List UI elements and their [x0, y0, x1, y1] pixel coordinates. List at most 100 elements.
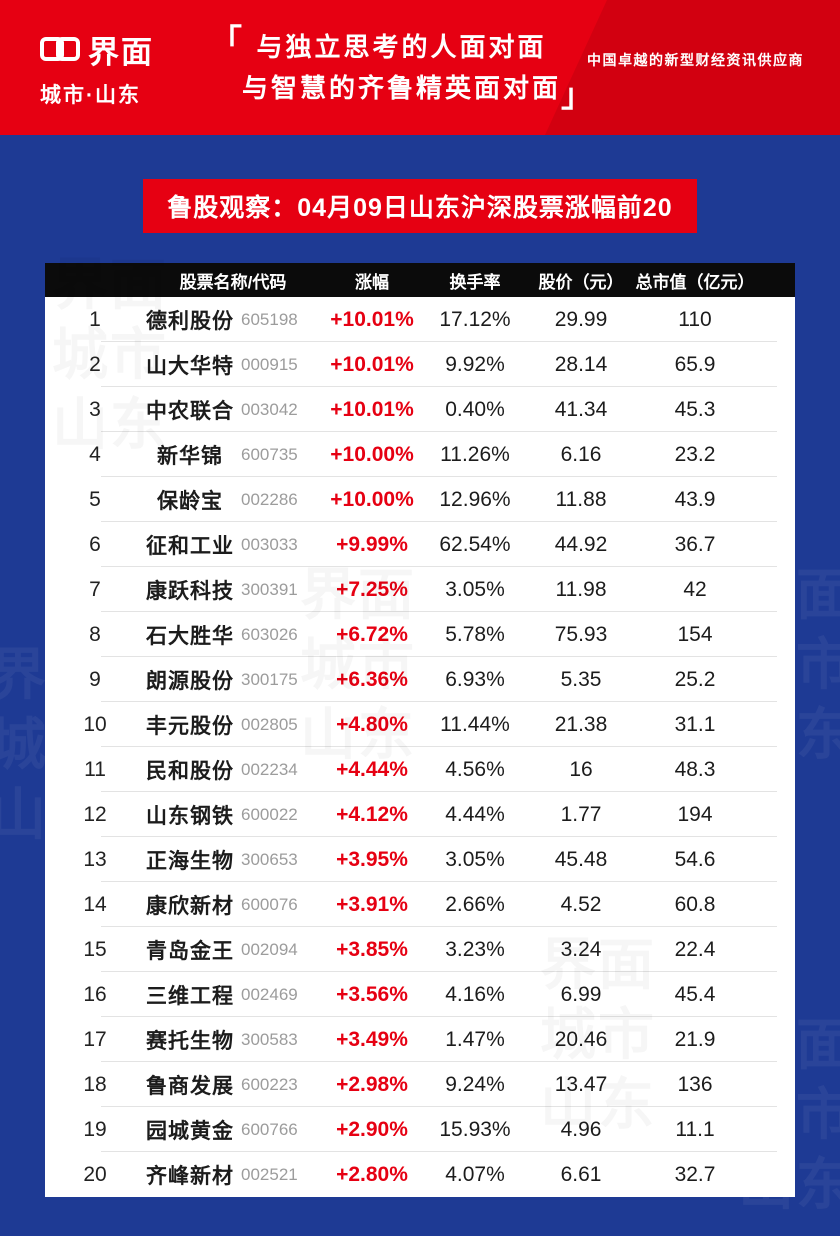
- header-market-cap: 总市值（亿元）: [635, 272, 755, 292]
- stock-code-cell: 000915: [241, 354, 298, 374]
- turnover-cell: 3.05%: [445, 577, 505, 601]
- change-cell: +10.01%: [330, 397, 414, 421]
- table-row: 9 朗源股份 300175 +6.36% 6.93% 5.35 25.2: [45, 657, 795, 702]
- stock-name-cell: 康欣新材: [146, 894, 234, 918]
- turnover-cell: 5.78%: [445, 622, 505, 646]
- stock-code-cell: 002521: [241, 1164, 298, 1184]
- turnover-cell: 4.07%: [445, 1162, 505, 1186]
- turnover-cell: 0.40%: [445, 397, 505, 421]
- change-cell: +4.44%: [336, 757, 408, 781]
- rank-cell: 18: [83, 1072, 107, 1096]
- market-cap-cell: 32.7: [674, 1162, 716, 1186]
- market-cap-cell: 31.1: [674, 712, 716, 736]
- market-cap-cell: 45.4: [674, 982, 716, 1006]
- market-cap-cell: 110: [678, 307, 712, 331]
- market-cap-cell: 45.3: [674, 397, 716, 421]
- table-row: 5 保龄宝 002286 +10.00% 12.96% 11.88 43.9: [45, 477, 795, 522]
- stock-code-cell: 600076: [241, 894, 298, 914]
- rank-cell: 4: [89, 442, 101, 466]
- turnover-cell: 12.96%: [439, 487, 511, 511]
- table-row: 4 新华锦 600735 +10.00% 11.26% 6.16 23.2: [45, 432, 795, 477]
- stock-code-cell: 002094: [241, 939, 298, 959]
- table-row: 7 康跃科技 300391 +7.25% 3.05% 11.98 42: [45, 567, 795, 612]
- market-cap-cell: 65.9: [674, 352, 716, 376]
- table-header-row: 股票名称/代码 涨幅 换手率 股价（元） 总市值（亿元）: [45, 263, 795, 297]
- header-change: 涨幅: [355, 272, 389, 292]
- stock-name-cell: 园城黄金: [146, 1119, 234, 1143]
- stock-code-cell: 002805: [241, 714, 298, 734]
- price-cell: 11.98: [555, 577, 607, 601]
- market-cap-cell: 21.9: [674, 1027, 716, 1051]
- price-cell: 16: [569, 757, 593, 781]
- table-row: 18 鲁商发展 600223 +2.98% 9.24% 13.47 136: [45, 1062, 795, 1107]
- change-cell: +10.01%: [330, 352, 414, 376]
- stock-code-cell: 600766: [241, 1119, 298, 1139]
- quote-line-2: 与智慧的齐鲁精英面对面: [242, 72, 562, 103]
- turnover-cell: 62.54%: [439, 532, 511, 556]
- turnover-cell: 15.93%: [439, 1117, 511, 1141]
- stock-code-cell: 003042: [241, 399, 298, 419]
- change-cell: +3.56%: [336, 982, 408, 1006]
- table-row: 3 中农联合 003042 +10.01% 0.40% 41.34 45.3: [45, 387, 795, 432]
- rank-cell: 11: [84, 757, 106, 781]
- market-cap-cell: 23.2: [674, 442, 716, 466]
- market-cap-cell: 60.8: [674, 892, 716, 916]
- stock-code-cell: 002469: [241, 984, 298, 1004]
- price-cell: 44.92: [554, 532, 608, 556]
- header-turnover: 换手率: [449, 272, 501, 292]
- price-cell: 21.38: [554, 712, 608, 736]
- rank-cell: 3: [89, 397, 101, 421]
- stock-table: 股票名称/代码 涨幅 换手率 股价（元） 总市值（亿元） 1 德利股份 605198…: [45, 263, 795, 1197]
- price-cell: 75.93: [554, 622, 608, 646]
- change-cell: +6.36%: [336, 667, 408, 691]
- stock-code-cell: 300391: [241, 579, 298, 599]
- table-row: 19 园城黄金 600766 +2.90% 15.93% 4.96 11.1: [45, 1107, 795, 1152]
- table-row: 15 青岛金王 002094 +3.85% 3.23% 3.24 22.4: [45, 927, 795, 972]
- change-cell: +2.90%: [336, 1117, 408, 1141]
- market-cap-cell: 43.9: [674, 487, 716, 511]
- stock-name-cell: 征和工业: [146, 534, 234, 558]
- table-row: 13 正海生物 300653 +3.95% 3.05% 45.48 54.6: [45, 837, 795, 882]
- market-cap-cell: 48.3: [674, 757, 716, 781]
- table-row: 17 赛托生物 300583 +3.49% 1.47% 20.46 21.9: [45, 1017, 795, 1062]
- change-cell: +7.25%: [336, 577, 408, 601]
- table-row: 6 征和工业 003033 +9.99% 62.54% 44.92 36.7: [45, 522, 795, 567]
- change-cell: +10.00%: [330, 487, 414, 511]
- price-cell: 6.61: [560, 1162, 602, 1186]
- market-cap-cell: 22.4: [674, 937, 716, 961]
- stock-name-cell: 青岛金王: [146, 939, 234, 963]
- price-cell: 28.14: [554, 352, 608, 376]
- header-name-code: 股票名称/代码: [179, 272, 287, 292]
- stock-code-cell: 600022: [241, 804, 298, 824]
- price-cell: 4.96: [560, 1117, 602, 1141]
- price-cell: 1.77: [560, 802, 602, 826]
- rank-cell: 7: [89, 577, 101, 601]
- market-cap-cell: 136: [677, 1072, 713, 1096]
- header-banner: 界面 城市·山东 「 与独立思考的人面对面 与智慧的齐鲁精英面对面 」 中国卓越…: [0, 0, 840, 135]
- stock-name-cell: 中农联合: [146, 399, 234, 423]
- stock-name-cell: 正海生物: [146, 849, 234, 873]
- turnover-cell: 1.47%: [445, 1027, 505, 1051]
- stock-name-cell: 山大华特: [146, 354, 234, 378]
- change-cell: +3.91%: [336, 892, 408, 916]
- turnover-cell: 6.93%: [445, 667, 505, 691]
- change-cell: +6.72%: [336, 622, 408, 646]
- turnover-cell: 2.66%: [445, 892, 505, 916]
- table-row: 11 民和股份 002234 +4.44% 4.56% 16 48.3: [45, 747, 795, 792]
- stock-code-cell: 600735: [241, 444, 298, 464]
- brand-name: 界面: [88, 34, 154, 70]
- stock-name-cell: 三维工程: [146, 984, 234, 1008]
- rank-cell: 13: [83, 847, 107, 871]
- table-body: 1 德利股份 605198 +10.01% 17.12% 29.99 110 2 山大华特 000…: [45, 297, 795, 1197]
- table-row: 10 丰元股份 002805 +4.80% 11.44% 21.38 31.1: [45, 702, 795, 747]
- table-row: 2 山大华特 000915 +10.01% 9.92% 28.14 65.9: [45, 342, 795, 387]
- rank-cell: 6: [89, 532, 101, 556]
- price-cell: 20.46: [554, 1027, 608, 1051]
- table-row: 8 石大胜华 603026 +6.72% 5.78% 75.93 154: [45, 612, 795, 657]
- stock-name-cell: 赛托生物: [146, 1029, 234, 1053]
- stock-code-cell: 603026: [241, 624, 298, 644]
- rank-cell: 10: [83, 712, 107, 736]
- turnover-cell: 4.16%: [445, 982, 505, 1006]
- price-cell: 29.99: [554, 307, 608, 331]
- stock-name-cell: 德利股份: [146, 309, 234, 333]
